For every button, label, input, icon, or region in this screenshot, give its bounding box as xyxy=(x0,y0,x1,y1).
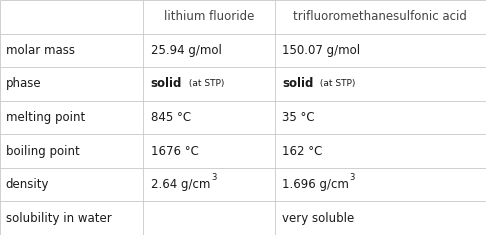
Text: solid: solid xyxy=(151,77,182,90)
Text: very soluble: very soluble xyxy=(282,212,354,225)
Text: 1676 °C: 1676 °C xyxy=(151,145,199,158)
Text: 162 °C: 162 °C xyxy=(282,145,322,158)
Text: 1.696 g/cm: 1.696 g/cm xyxy=(282,178,349,191)
Text: melting point: melting point xyxy=(6,111,85,124)
Text: lithium fluoride: lithium fluoride xyxy=(164,10,254,23)
Text: phase: phase xyxy=(6,77,41,90)
Text: 35 °C: 35 °C xyxy=(282,111,314,124)
Text: (at STP): (at STP) xyxy=(186,79,225,88)
Text: 150.07 g/mol: 150.07 g/mol xyxy=(282,44,360,57)
Text: solid: solid xyxy=(282,77,313,90)
Text: 25.94 g/mol: 25.94 g/mol xyxy=(151,44,222,57)
Text: 845 °C: 845 °C xyxy=(151,111,191,124)
Text: (at STP): (at STP) xyxy=(317,79,356,88)
Text: trifluoromethanesulfonic acid: trifluoromethanesulfonic acid xyxy=(294,10,467,23)
Text: 3: 3 xyxy=(211,173,216,182)
Text: 3: 3 xyxy=(350,173,355,182)
Text: molar mass: molar mass xyxy=(6,44,75,57)
Text: density: density xyxy=(6,178,50,191)
Text: solubility in water: solubility in water xyxy=(6,212,112,225)
Text: 2.64 g/cm: 2.64 g/cm xyxy=(151,178,210,191)
Text: boiling point: boiling point xyxy=(6,145,80,158)
